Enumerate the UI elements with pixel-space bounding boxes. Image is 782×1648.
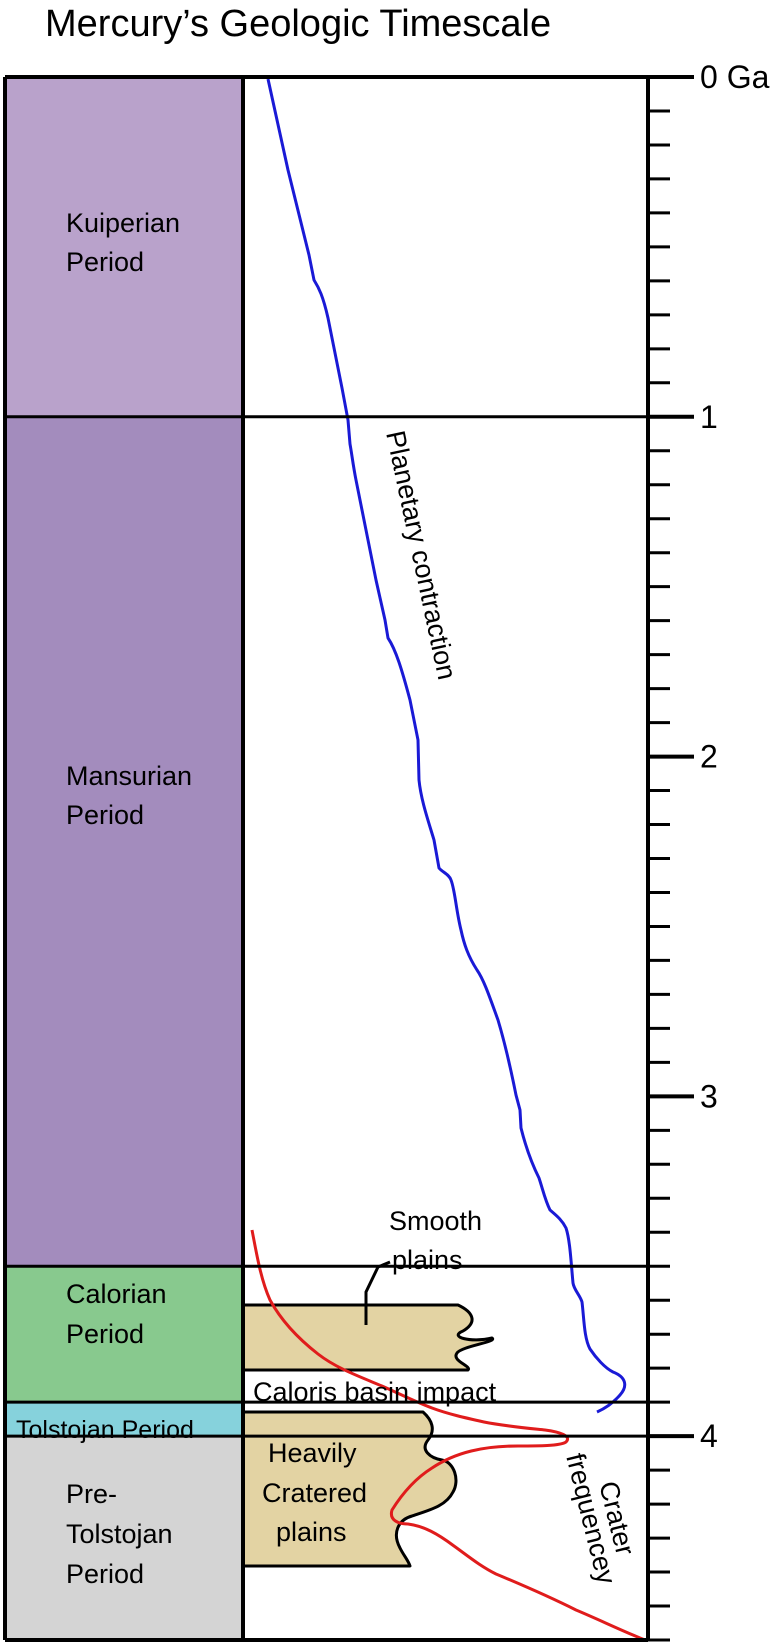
crater-frequency-line: [250, 1229, 646, 1642]
tick-label-1: 1: [700, 399, 718, 435]
period-block-tolstojan: [5, 1402, 243, 1437]
calorian-label-line2: Period: [66, 1319, 144, 1349]
period-labels: Kuiperian Period Mansurian Period Calori…: [16, 208, 194, 1589]
smooth-plains-label-line1: Smooth: [389, 1206, 482, 1236]
heavily-cratered-plains-shape: [241, 1410, 458, 1568]
mansurian-label-line1: Mansurian: [66, 761, 192, 791]
heavily-cratered-label-line3: plains: [276, 1517, 347, 1547]
kuiperian-label-line2: Period: [66, 247, 144, 277]
figure-title: Mercury’s Geologic Timescale: [45, 3, 551, 45]
calorian-label-line1: Calorian: [66, 1279, 167, 1309]
chart-panel: [243, 77, 648, 1640]
smooth-plains-shape: [241, 1303, 494, 1372]
tick-label-0: 0 Ga: [700, 59, 770, 95]
period-block-kuiperian: [5, 77, 243, 417]
mansurian-label-line2: Period: [66, 800, 144, 830]
period-column: [5, 77, 243, 1640]
caloris-impact-label: Caloris basin impact: [253, 1377, 497, 1407]
heavily-cratered-label-line1: Heavily: [268, 1438, 357, 1468]
pre-tolstojan-label-line1: Pre-: [66, 1479, 117, 1509]
tick-label-4: 4: [700, 1418, 718, 1454]
tick-label-3: 3: [700, 1078, 718, 1114]
time-axis: 0 Ga 1 2 3 4: [646, 59, 770, 1642]
kuiperian-label-line1: Kuiperian: [66, 208, 180, 238]
smooth-plains-label-line2: plains: [392, 1245, 463, 1275]
period-block-calorian: [5, 1266, 243, 1403]
tolstojan-label: Tolstojan Period: [16, 1416, 194, 1444]
smooth-plains-pointer: [364, 1260, 391, 1325]
heavily-cratered-label-line2: Cratered: [262, 1478, 367, 1508]
planetary-contraction-line: [266, 78, 627, 1414]
period-block-pre-tolstojan: [5, 1436, 243, 1640]
pre-tolstojan-label-line2: Tolstojan: [66, 1519, 173, 1549]
period-block-mansurian: [5, 416, 243, 1267]
pre-tolstojan-label-line3: Period: [66, 1559, 144, 1589]
tick-label-2: 2: [700, 739, 718, 775]
period-boundaries: [3, 75, 648, 1642]
